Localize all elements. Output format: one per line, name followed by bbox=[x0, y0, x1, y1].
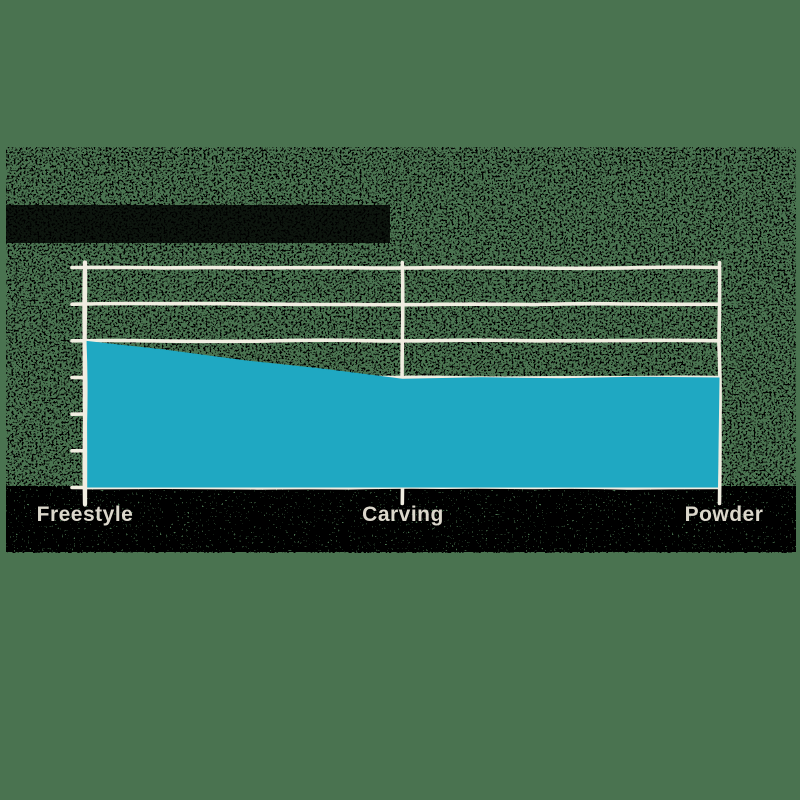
gridline-x-powder bbox=[717, 260, 722, 506]
plot-area bbox=[70, 260, 722, 507]
y-axis-spine-overlay bbox=[82, 260, 88, 507]
x-tick-label-carving: Carving bbox=[362, 503, 444, 526]
x-tick-label-powder: Powder bbox=[685, 503, 764, 526]
gridline-y-5 bbox=[70, 301, 722, 307]
x-tick-label-freestyle: Freestyle bbox=[37, 503, 134, 526]
gridline-y-6 bbox=[70, 265, 722, 271]
figure-backdrop-dark-band bbox=[6, 205, 390, 243]
area-series-flex bbox=[85, 340, 720, 488]
x-axis-labels: Freestyle Carving Powder bbox=[37, 503, 764, 526]
gridline-y-4 bbox=[70, 338, 722, 344]
